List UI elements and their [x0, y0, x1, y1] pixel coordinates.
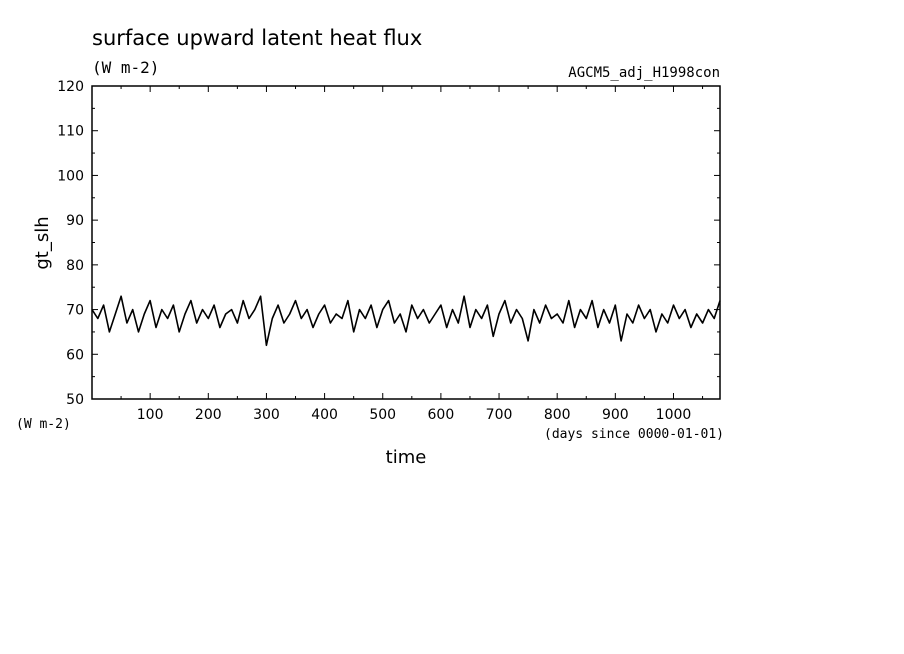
x-tick-label: 400 [311, 407, 338, 423]
x-tick-label: 100 [137, 407, 164, 423]
plot-frame [91, 85, 721, 400]
x-axis-units: (days since 0000-01-01) [544, 427, 724, 442]
x-tick-label: 700 [486, 407, 513, 423]
y-tick-label: 60 [66, 347, 84, 363]
x-tick-label: 600 [428, 407, 455, 423]
series-group [91, 295, 721, 347]
x-axis-ticks: 100 200 300 400 500 600 700 800 900 1000 [120, 86, 704, 423]
y-tick-label: 100 [57, 168, 84, 184]
y-tick-label: 110 [57, 124, 84, 140]
x-axis-label: time [386, 447, 427, 468]
x-tick-label: 200 [195, 407, 222, 423]
x-tick-label: 300 [253, 407, 280, 423]
experiment-label: AGCM5_adj_H1998con [568, 65, 720, 81]
y-axis-ticks: 50 60 70 80 90 100 110 120 [57, 79, 720, 408]
x-tick-label: 800 [544, 407, 571, 423]
chart-title: surface upward latent heat flux [92, 26, 422, 50]
y-tick-label: 50 [66, 392, 84, 408]
y-tick-label: 80 [66, 258, 84, 274]
y-tick-label: 120 [57, 79, 84, 95]
y-tick-label: 70 [66, 303, 84, 319]
y-axis-label: gt_slh [32, 216, 53, 269]
x-tick-label: 900 [602, 407, 629, 423]
x-tick-label: 500 [369, 407, 396, 423]
y-axis-units: (W m-2) [16, 417, 71, 432]
y-tick-label: 90 [66, 213, 84, 229]
series-line [91, 295, 721, 347]
x-tick-label: 1000 [656, 407, 692, 423]
chart-subtitle: (W m-2) [92, 58, 159, 77]
